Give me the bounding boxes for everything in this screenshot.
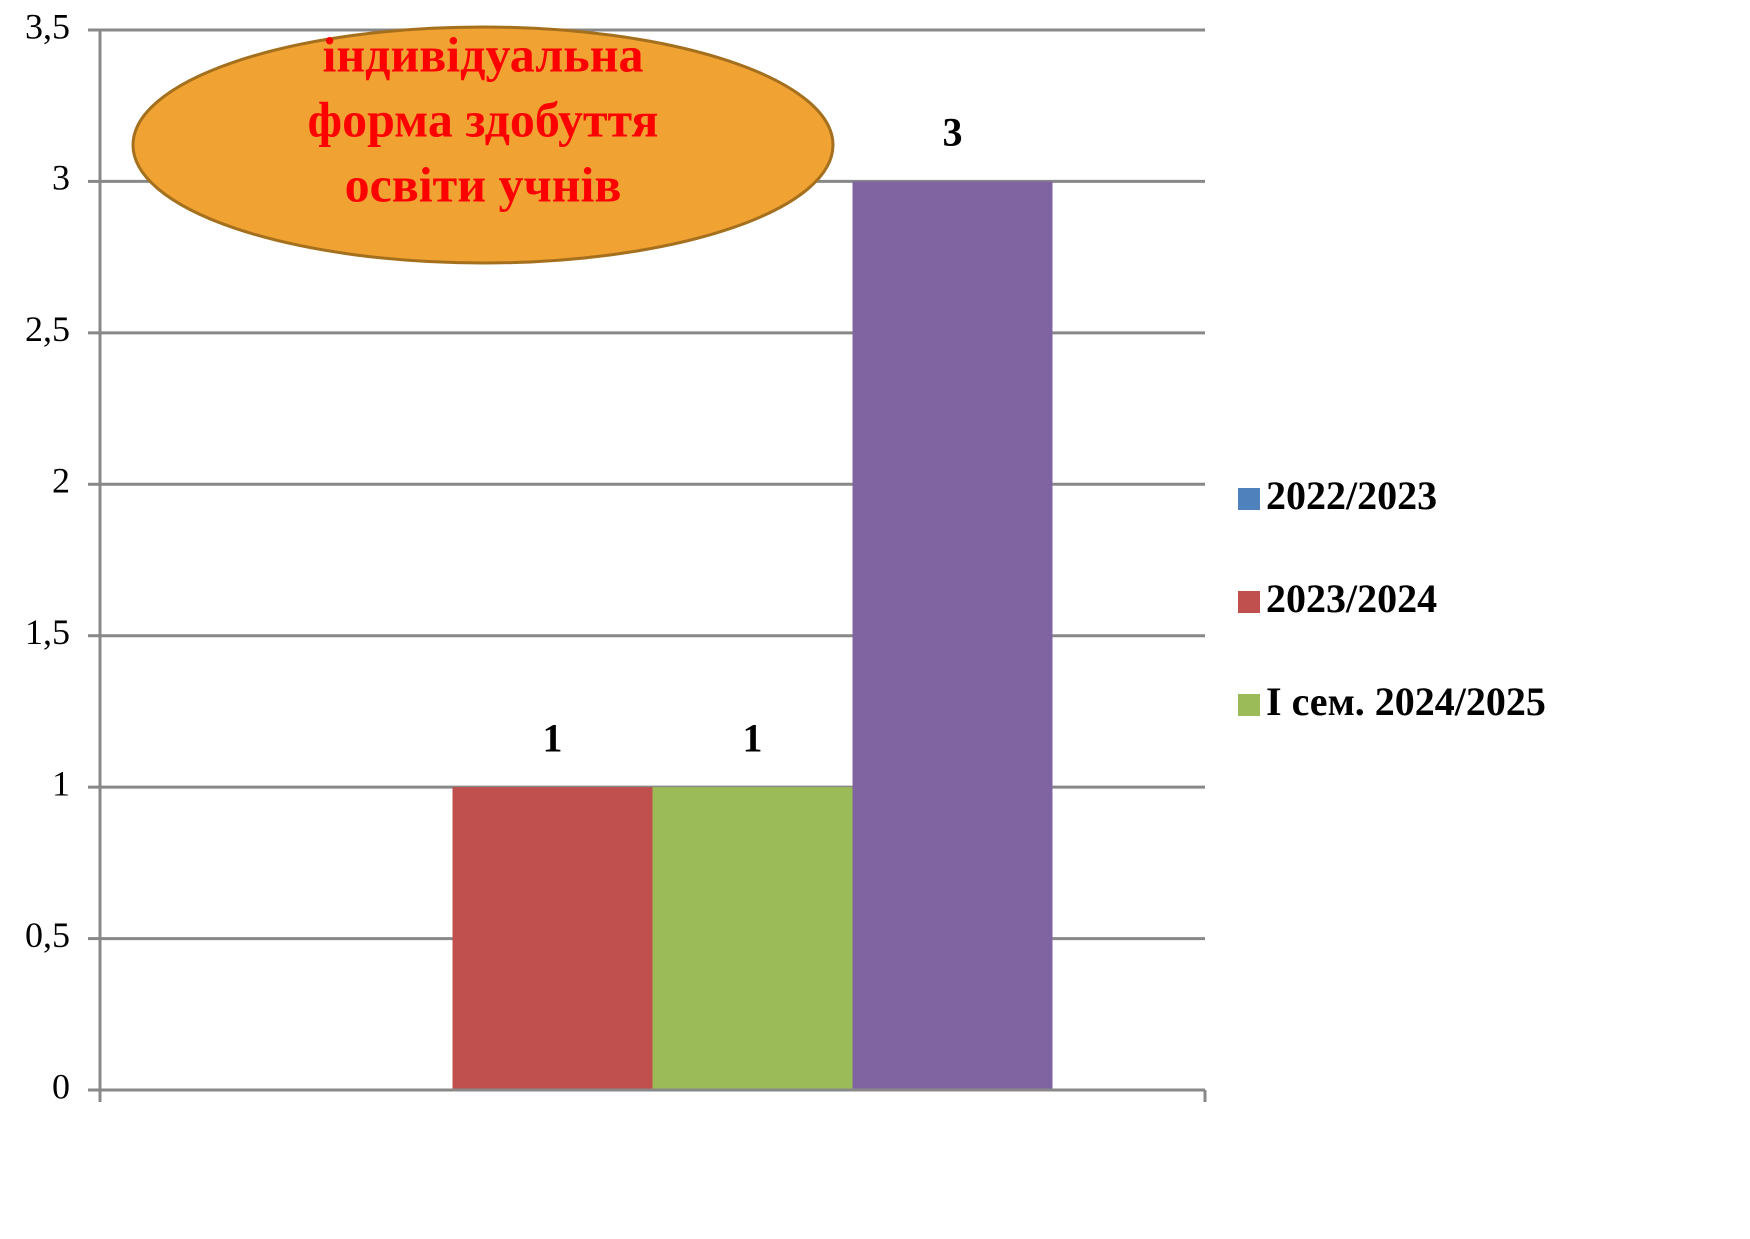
legend-label: 2022/2023: [1266, 473, 1437, 518]
y-tick-label: 0: [52, 1066, 70, 1106]
legend-swatch: [1238, 591, 1260, 613]
bar: [452, 787, 653, 1090]
y-tick-label: 1,5: [25, 612, 70, 652]
legend-swatch: [1238, 488, 1260, 510]
y-tick-label: 3: [52, 158, 70, 198]
legend-label: I сем. 2024/2025: [1266, 679, 1546, 724]
legend-label: 2023/2024: [1266, 576, 1437, 621]
data-label: 3: [943, 110, 963, 155]
data-label: 1: [543, 715, 563, 760]
annotation-text: форма здобуття: [308, 91, 659, 147]
y-tick-label: 2,5: [25, 309, 70, 349]
annotation-bubble: [131, 25, 835, 265]
annotation-text: освіти учнів: [345, 156, 622, 212]
y-tick-label: 2: [52, 461, 70, 501]
annotation-text: індивідуальна: [322, 26, 643, 82]
data-label: 1: [743, 715, 763, 760]
bar: [652, 787, 853, 1090]
legend-swatch: [1238, 694, 1260, 716]
y-tick-label: 0,5: [25, 915, 70, 955]
bar: [852, 181, 1053, 1090]
y-tick-label: 1: [52, 763, 70, 803]
y-tick-label: 3,5: [25, 6, 70, 46]
